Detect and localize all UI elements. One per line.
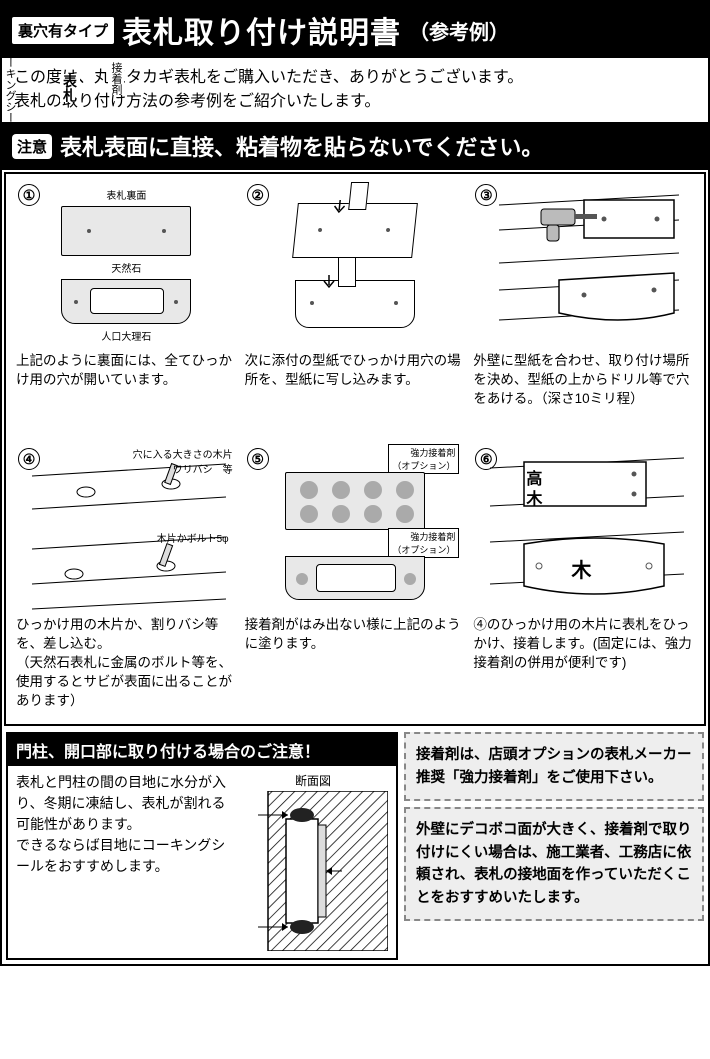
caution-text: 表札と門柱の間の目地に水分が入り、冬期に凍結し、表札が割れる可能性があります。 … — [16, 772, 230, 952]
adhesive-label-top: 強力接着剤 （オプション） — [388, 444, 459, 474]
arrow-down-icon — [320, 275, 338, 293]
wall-drill-icon — [489, 185, 679, 345]
step2-diagram: ② — [243, 180, 468, 350]
step-number: ⑤ — [247, 448, 269, 470]
step5-diagram: ⑤ 強力接着剤 （オプション） 強力接着剤 （オプション） — [243, 444, 468, 614]
adhesive-label-mid: 強力接着剤 （オプション） — [388, 528, 459, 558]
label-marble: 人口大理石 — [101, 328, 151, 343]
adhesive-label: 接着剤 — [108, 62, 124, 95]
caution-box: 門柱、開口部に取り付ける場合のご注意！ 表札と門柱の間の目地に水分が入り、冬期に… — [6, 732, 398, 960]
tip-1: 接着剤は、店頭オプションの表札メーカー推奨「強力接着剤」をご使用下さい。 — [404, 732, 704, 801]
steps-grid: ① 表札裏面 天然石 人口大理石 上記のように裏面には、全てひっかけ用の穴が開い… — [4, 172, 706, 726]
step-number: ① — [18, 184, 40, 206]
step5-text: 接着剤がはみ出ない様に上記のように塗ります。 — [243, 614, 468, 704]
peg-label-top: 穴に入る大きさの木片 ワリバシ 等 — [133, 446, 233, 476]
step-6: ⑥ 高木 木 ④のひっかけ用の木片に表札を — [471, 444, 696, 718]
step-number: ② — [247, 184, 269, 206]
warning-bar: 注意 表札表面に直接、粘着物を貼らないでください。 — [2, 122, 708, 170]
caution-title: 門柱、開口部に取り付ける場合のご注意！ — [8, 734, 396, 766]
step-2: ② 次に添付の型紙でひっかけ用穴の場所を、型紙に写し込みます。 — [243, 180, 468, 440]
cross-section-diagram: 断面図 — [238, 772, 388, 952]
step3-text: 外壁に型紙を合わせ、取り付け場所を決め、型紙の上からドリル等で穴をあける。（深さ… — [471, 350, 696, 440]
plate-name-1: 高木 — [519, 470, 543, 510]
label-stone: 天然石 — [111, 260, 141, 275]
plate-label: 表札 — [60, 74, 80, 102]
step1-text: 上記のように裏面には、全てひっかけ用の穴が開いています。 — [14, 350, 239, 440]
mounted-plate-icon — [484, 444, 684, 614]
caulk-label: コーキングシール — [2, 46, 18, 134]
step6-text: ④のひっかけ用の木片に表札をひっかけ、接着します。(固定には、強力接着剤の併用が… — [471, 614, 696, 704]
step-3: ③ — [471, 180, 696, 440]
header-title: 表札取り付け説明書 — [122, 8, 401, 52]
tip-2: 外壁にデコボコ面が大きく、接着剤で取り付けにくい場合は、施工業者、工務店に依頼さ… — [404, 807, 704, 921]
warning-badge: 注意 — [12, 134, 52, 159]
bottom-row: 門柱、開口部に取り付ける場合のご注意！ 表札と門柱の間の目地に水分が入り、冬期に… — [2, 728, 708, 964]
plate-name-2: 木 — [571, 554, 591, 583]
step-1: ① 表札裏面 天然石 人口大理石 上記のように裏面には、全てひっかけ用の穴が開い… — [14, 180, 239, 440]
step-4: ④ 穴に入る大きさの木片 ワリバシ 等 — [14, 444, 239, 718]
step2-text: 次に添付の型紙でひっかけ用穴の場所を、型紙に写し込みます。 — [243, 350, 468, 440]
header-tag: 裏穴有タイプ — [12, 17, 114, 44]
page-container: 裏穴有タイプ 表札取り付け説明書 （参考例） この度は、丸三タカギ表札をご購入い… — [0, 0, 710, 966]
tips-column: 接着剤は、店頭オプションの表札メーカー推奨「強力接着剤」をご使用下さい。 外壁に… — [404, 732, 704, 960]
header-bar: 裏穴有タイプ 表札取り付け説明書 （参考例） — [2, 2, 708, 58]
header-sub: （参考例） — [409, 16, 509, 45]
step-number: ④ — [18, 448, 40, 470]
step4-text: ひっかけ用の木片か、割りバシ等を、差し込む。 （天然石表札に金属のボルト等を、使… — [14, 614, 239, 718]
step6-diagram: ⑥ 高木 木 — [471, 444, 696, 614]
step-5: ⑤ 強力接着剤 （オプション） 強力接着剤 （オプション） — [243, 444, 468, 718]
peg-label-mid: 木片かボルト5φ — [157, 530, 229, 545]
arrow-down-icon — [329, 200, 349, 218]
step4-diagram: ④ 穴に入る大きさの木片 ワリバシ 等 — [14, 444, 239, 614]
crosssection-title: 断面図 — [295, 772, 331, 789]
step3-diagram: ③ — [471, 180, 696, 350]
step1-diagram: ① 表札裏面 天然石 人口大理石 — [14, 180, 239, 350]
label-back: 表札裏面 — [106, 187, 146, 202]
warning-text: 表札表面に直接、粘着物を貼らないでください。 — [60, 130, 543, 162]
